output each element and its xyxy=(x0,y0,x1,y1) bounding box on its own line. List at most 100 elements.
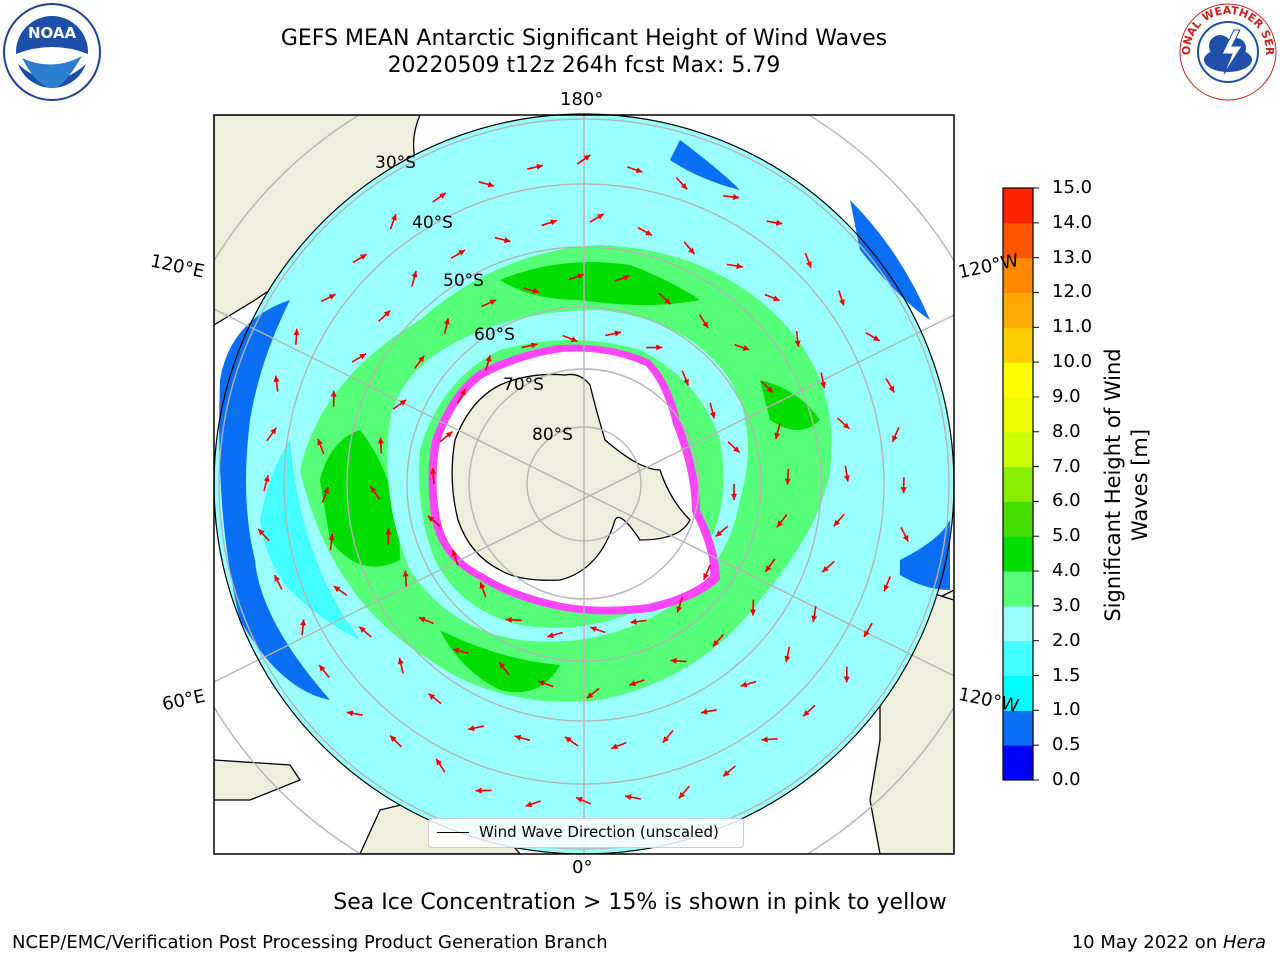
wave-direction-arrow xyxy=(843,465,850,482)
colorbar-segment xyxy=(1003,501,1033,537)
colorbar-segment xyxy=(1003,640,1033,677)
lat-label-70s: 70°S xyxy=(503,375,544,395)
wave-direction-arrow xyxy=(527,163,544,170)
wave-direction-arrow xyxy=(670,657,687,664)
colorbar-tick-label: 1.0 xyxy=(1052,699,1081,721)
wave-direction-arrow xyxy=(541,219,558,227)
lat-label-40s: 40°S xyxy=(412,213,453,233)
sea-ice-note: Sea Ice Concentration > 15% is shown in … xyxy=(333,890,947,915)
colorbar-segment xyxy=(1003,188,1033,224)
colorbar-tick-label: 14.0 xyxy=(1052,211,1093,233)
wave-direction-arrow xyxy=(547,631,563,639)
wave-direction-arrow xyxy=(630,618,647,625)
noaa-logo: NOAA xyxy=(3,3,101,101)
wave-direction-arrow xyxy=(712,633,724,647)
wave-direction-arrow xyxy=(328,533,335,551)
wave-direction-arrow xyxy=(723,194,740,200)
colorbar-segment xyxy=(1003,431,1033,468)
wave-direction-arrow xyxy=(624,794,641,801)
lat-label-60s: 60°S xyxy=(474,325,515,345)
wave-direction-arrow xyxy=(821,560,835,573)
chart-subtitle: 20220509 t12z 264h fcst Max: 5.79 xyxy=(387,53,781,78)
wave-direction-arrow xyxy=(734,343,750,351)
graticule xyxy=(214,115,954,854)
wave-direction-arrow xyxy=(568,273,585,281)
wave-direction-arrow xyxy=(774,423,781,440)
wave-direction-arrow xyxy=(629,679,645,687)
colorbar-segment xyxy=(1003,571,1033,607)
wave-direction-arrow xyxy=(432,192,447,203)
colorbar-segment xyxy=(1003,396,1033,433)
wave-direction-arrow xyxy=(451,549,459,566)
wave-direction-arrow xyxy=(700,708,717,715)
wave-direction-arrow xyxy=(589,626,606,634)
wave-direction-arrow xyxy=(802,704,816,717)
wave-direction-arrow xyxy=(478,181,495,188)
wave-direction-arrow xyxy=(722,765,736,778)
wave-direction-arrow xyxy=(709,402,716,419)
wave-direction-arrow xyxy=(731,484,737,500)
wave-direction-arrow xyxy=(662,729,674,744)
wave-direction-arrow xyxy=(843,666,850,683)
wave-direction-arrow xyxy=(293,328,300,345)
wave-direction-arrow xyxy=(698,314,709,329)
svg-text:NOAA: NOAA xyxy=(28,24,77,42)
colorbar-tick-label: 15.0 xyxy=(1052,177,1093,198)
wave-direction-arrow xyxy=(475,787,492,794)
wave-direction-arrow xyxy=(794,330,801,347)
wave-direction-arrow xyxy=(498,661,510,676)
wave-direction-arrow xyxy=(333,585,348,597)
wave-direction-arrow xyxy=(764,558,776,573)
colorbar-tick-label: 9.0 xyxy=(1052,385,1081,407)
wave-direction-arrow xyxy=(351,353,367,363)
wave-direction-arrow xyxy=(676,597,683,613)
wave-direction-arrow xyxy=(320,293,336,303)
wave-direction-arrow xyxy=(450,249,466,259)
footer-date: 10 May 2022 on Hera xyxy=(1071,932,1266,953)
wave-direction-arrow xyxy=(820,372,827,389)
wave-direction-arrow xyxy=(575,796,592,805)
wave-direction-arrow xyxy=(427,515,441,527)
chart-title: GEFS MEAN Antarctic Significant Height o… xyxy=(280,26,888,51)
lon-label-180: 180° xyxy=(560,89,604,110)
wave-direction-arrow xyxy=(900,477,907,494)
wave-direction-arrow xyxy=(784,646,791,663)
wave-direction-arrow xyxy=(538,680,554,688)
wave-direction-arrow xyxy=(397,657,404,674)
wave-direction-arrow xyxy=(891,426,900,443)
wave-direction-arrow xyxy=(457,388,467,404)
wave-direction-arrow xyxy=(263,475,270,492)
colorbar-tick-label: 4.0 xyxy=(1052,560,1081,582)
legend-line-swatch xyxy=(437,832,469,833)
colorbar-tick-label: 7.0 xyxy=(1052,455,1081,477)
wave-direction-arrow xyxy=(683,241,696,255)
wave-direction-arrow xyxy=(761,736,778,743)
colorbar-tick-label: 1.5 xyxy=(1052,664,1081,686)
wave-direction-arrow xyxy=(750,599,757,616)
map-frame xyxy=(213,114,955,855)
wave-direction-arrow xyxy=(273,375,280,392)
wave-direction-arrow xyxy=(358,626,372,638)
colorbar-tick-label: 3.0 xyxy=(1052,594,1081,616)
lon-label-0: 0° xyxy=(572,857,593,878)
wave-direction-arrow xyxy=(318,664,330,679)
wave-direction-arrow xyxy=(611,741,627,750)
lat-label-50s: 50°S xyxy=(443,271,484,291)
wave-direction-arrow xyxy=(389,213,397,230)
wave-direction-arrow xyxy=(443,317,450,334)
wave-direction-arrow xyxy=(761,380,774,394)
wave-direction-arrow xyxy=(257,528,270,542)
wave-direction-arrow xyxy=(346,710,363,717)
wave-direction-arrow xyxy=(766,219,783,226)
nws-logo: NATIONAL WEATHER SERVICE xyxy=(1178,2,1277,101)
wave-direction-arrow xyxy=(576,154,591,165)
colorbar-tick-label: 0.0 xyxy=(1052,769,1081,790)
colorbar-tick-label: 11.0 xyxy=(1052,316,1093,338)
wave-direction-arrow xyxy=(715,525,729,538)
wave-direction-arrow xyxy=(430,467,437,485)
wave-direction-arrow xyxy=(514,734,531,742)
wave-direction-arrow xyxy=(479,582,487,598)
wave-direction-arrow xyxy=(637,226,653,237)
footer-org: NCEP/EMC/Verification Post Processing Pr… xyxy=(12,932,608,953)
